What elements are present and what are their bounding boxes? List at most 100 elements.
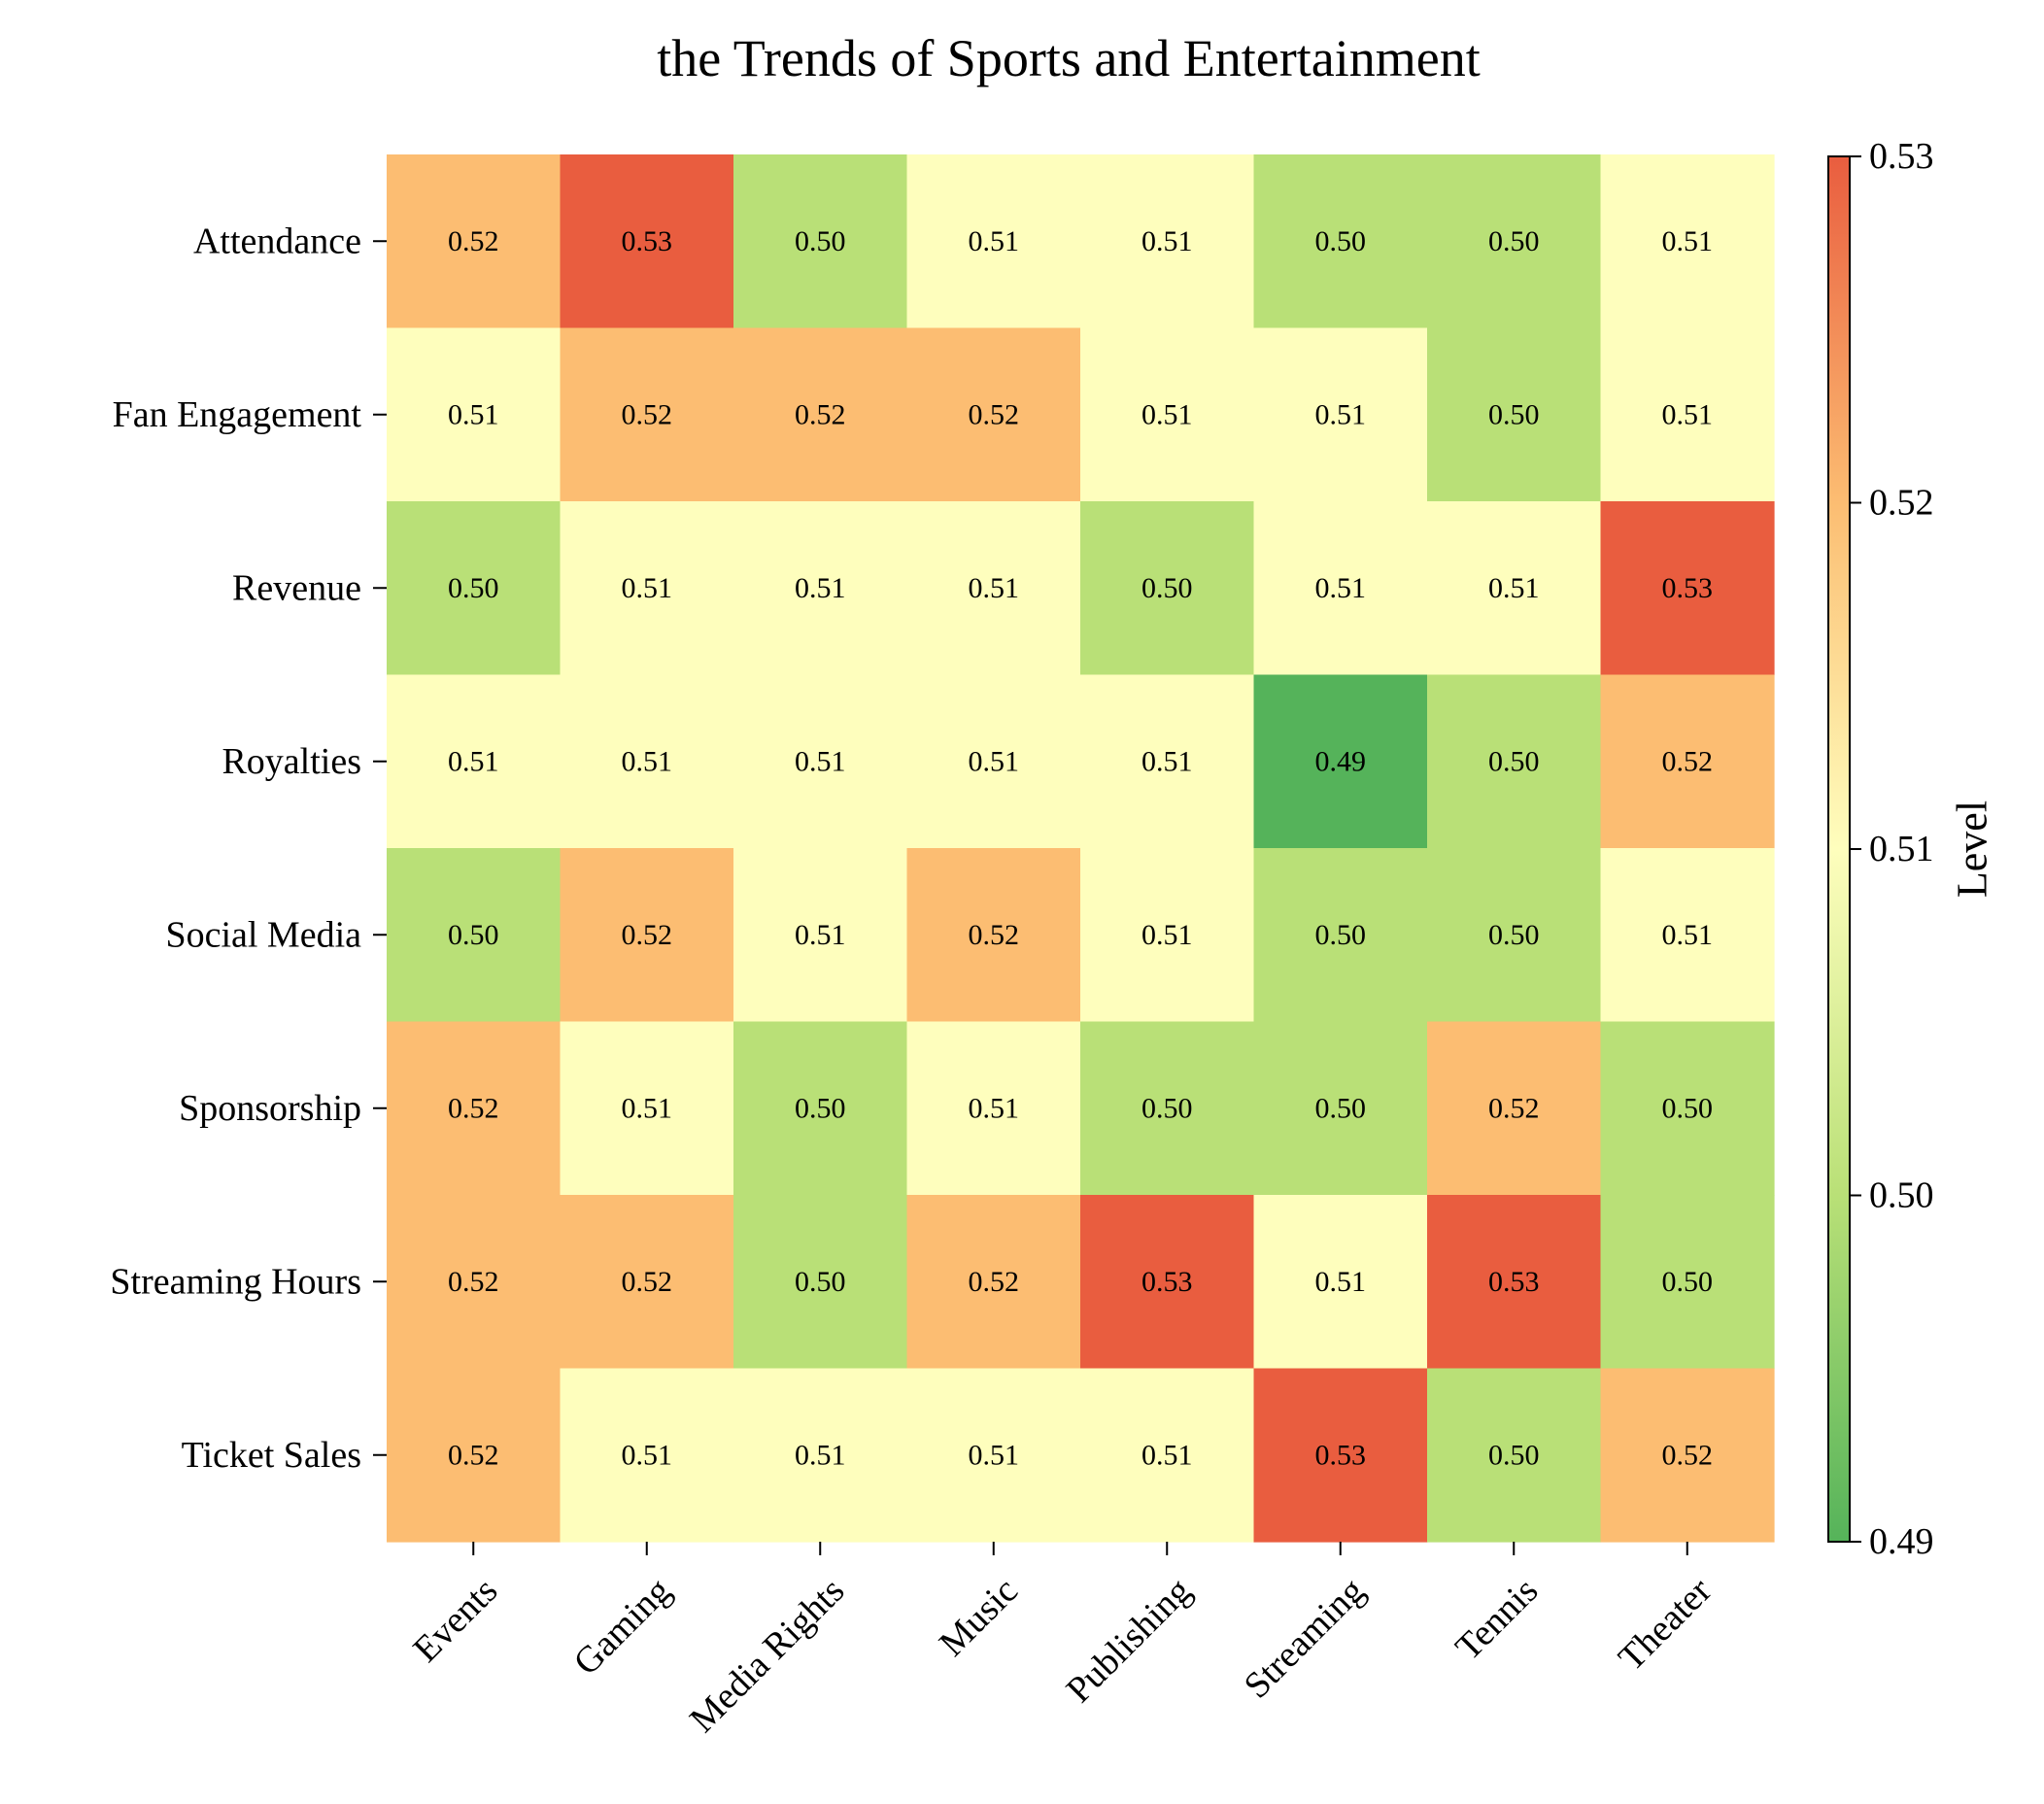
cell-value-label: 0.51 (1662, 225, 1714, 257)
heatmap-cell (1080, 501, 1255, 676)
heatmap-cell (560, 327, 734, 502)
heatmap-cell (1600, 674, 1775, 849)
cell-value-label: 0.52 (795, 398, 846, 430)
heatmap-cell (387, 154, 562, 329)
heatmap-cell (560, 674, 734, 849)
cell-value-label: 0.50 (1488, 225, 1540, 257)
cell-value-label: 0.52 (448, 1092, 499, 1124)
cell-value-label: 0.50 (1141, 1092, 1193, 1124)
heatmap-cell (906, 848, 1081, 1023)
heatmap-cell (906, 154, 1081, 329)
colorbar-tick-label: 0.49 (1869, 1521, 1934, 1562)
heatmap-cell (1600, 501, 1775, 676)
cell-value-label: 0.53 (1488, 1266, 1540, 1298)
x-axis: Events Gaming Media Rights Music Publishing S… (405, 1542, 1720, 1741)
y-tick-label: Ticket Sales (182, 1435, 361, 1476)
cell-value-label: 0.51 (1662, 398, 1714, 430)
colorbar-tick-label: 0.52 (1869, 483, 1934, 524)
x-tick-label: Tennis (1448, 1570, 1546, 1668)
heatmap-cell (1080, 1021, 1255, 1196)
cell-value-label: 0.51 (795, 919, 846, 951)
cell-value-label: 0.53 (1315, 1439, 1367, 1471)
cell-value-label: 0.50 (448, 919, 499, 951)
colorbar-tick-label: 0.53 (1869, 136, 1934, 177)
heatmap-cell (1080, 848, 1255, 1023)
heatmap-cell (1600, 154, 1775, 329)
cell-value-label: 0.51 (1141, 745, 1193, 777)
heatmap-cell (387, 327, 562, 502)
cell-value-label: 0.51 (795, 745, 846, 777)
heatmap-cell (560, 1195, 734, 1370)
y-tick-label: Social Media (165, 914, 361, 955)
cell-value-label: 0.51 (1141, 225, 1193, 257)
cell-value-label: 0.52 (969, 398, 1020, 430)
cell-value-label: 0.50 (1315, 225, 1367, 257)
heatmap-cell (560, 848, 734, 1023)
heatmap-cell (1253, 674, 1428, 849)
x-tick-label: Events (405, 1570, 505, 1670)
heatmap-cell (387, 1195, 562, 1370)
cell-value-label: 0.50 (1662, 1092, 1714, 1124)
x-tick-label: Music (932, 1570, 1026, 1664)
cell-value-label: 0.52 (622, 398, 673, 430)
cell-value-label: 0.50 (1488, 919, 1540, 951)
cell-value-label: 0.50 (1141, 572, 1193, 604)
cell-value-label: 0.51 (1488, 572, 1540, 604)
y-tick-label: Sponsorship (179, 1088, 361, 1129)
cell-value-label: 0.50 (1315, 1092, 1367, 1124)
heatmap-cell (1253, 154, 1428, 329)
chart-title: the Trends of Sports and Entertainment (657, 29, 1480, 87)
cell-value-label: 0.51 (969, 572, 1020, 604)
cell-value-label: 0.52 (1662, 745, 1714, 777)
y-axis: Attendance Fan Engagement Revenue Royalties… (110, 221, 387, 1476)
x-tick-label: Streaming (1237, 1570, 1373, 1706)
cell-value-label: 0.50 (448, 572, 499, 604)
cell-value-label: 0.52 (448, 1266, 499, 1298)
cell-value-label: 0.50 (1315, 919, 1367, 951)
cell-value-label: 0.50 (1662, 1266, 1714, 1298)
heatmap-cells: 0.52 0.53 0.50 0.51 0.51 0.50 0.50 0.51 0.51 0.52… (387, 154, 1775, 1543)
heatmap-cell (733, 327, 908, 502)
heatmap-cell (560, 154, 734, 329)
y-tick-label: Attendance (193, 221, 361, 261)
cell-value-label: 0.50 (795, 1266, 846, 1298)
cell-value-label: 0.51 (622, 1092, 673, 1124)
heatmap-cell (1080, 674, 1255, 849)
heatmap-cell (1600, 1195, 1775, 1370)
colorbar-gradient (1827, 155, 1851, 1543)
cell-value-label: 0.51 (448, 398, 499, 430)
heatmap-cell (733, 848, 908, 1023)
y-tick-label: Royalties (221, 741, 361, 782)
cell-value-label: 0.51 (795, 572, 846, 604)
y-tick-label: Revenue (232, 567, 361, 608)
heatmap-cell (1253, 848, 1428, 1023)
heatmap-cell (1600, 848, 1775, 1023)
cell-value-label: 0.53 (622, 225, 673, 257)
heatmap-cell (733, 501, 908, 676)
cell-value-label: 0.51 (448, 745, 499, 777)
heatmap-cell (1080, 154, 1255, 329)
heatmap-cell (906, 501, 1081, 676)
heatmap-cell (733, 1195, 908, 1370)
heatmap-cell (1427, 1195, 1602, 1370)
cell-value-label: 0.51 (1662, 919, 1714, 951)
heatmap-cell (1080, 327, 1255, 502)
colorbar: 0.49 0.50 0.51 0.52 0.53 Level (1827, 136, 1996, 1562)
cell-value-label: 0.51 (622, 572, 673, 604)
heatmap-cell (560, 1368, 734, 1543)
heatmap-cell (1253, 1021, 1428, 1196)
heatmap-cell (1427, 1021, 1602, 1196)
heatmap-cell (1600, 327, 1775, 502)
heatmap-cell (1080, 1368, 1255, 1543)
cell-value-label: 0.51 (622, 745, 673, 777)
heatmap-cell (1600, 1368, 1775, 1543)
heatmap-cell (1427, 1368, 1602, 1543)
cell-value-label: 0.51 (1315, 398, 1367, 430)
heatmap-cell (1427, 154, 1602, 329)
cell-value-label: 0.53 (1662, 572, 1714, 604)
heatmap-cell (906, 1021, 1081, 1196)
cell-value-label: 0.51 (1315, 1266, 1367, 1298)
cell-value-label: 0.51 (1141, 398, 1193, 430)
heatmap-cell (1427, 501, 1602, 676)
